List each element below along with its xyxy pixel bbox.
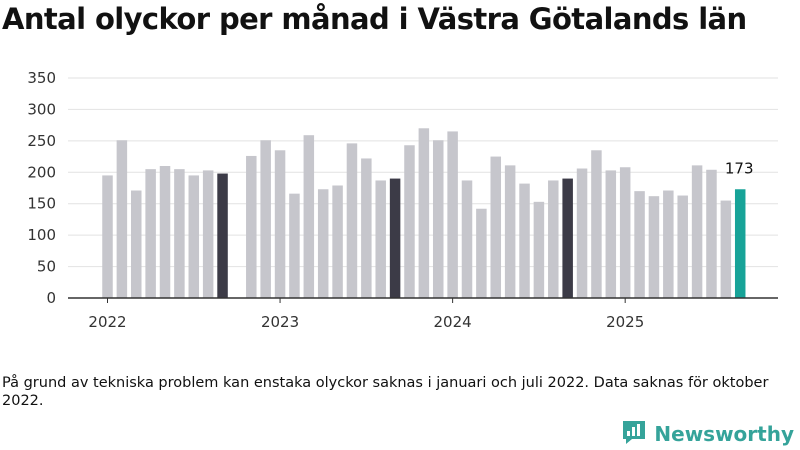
bar-2024-02 <box>461 180 473 298</box>
x-axis-ticks: 2022 2023 2024 2025 <box>88 298 644 331</box>
y-tick-label: 100 <box>27 226 56 244</box>
bar-2023-11 <box>418 128 430 298</box>
y-tick-label: 0 <box>46 289 56 307</box>
bar-2025-04 <box>663 190 674 298</box>
bar-2022-12 <box>260 140 271 298</box>
bar-2025-07 <box>706 169 717 298</box>
bar-2022-11 <box>246 155 257 298</box>
bar-2023-12 <box>432 140 444 298</box>
bar-2023-03 <box>303 135 315 298</box>
y-tick-label: 150 <box>27 195 56 213</box>
newsworthy-logo-icon <box>620 418 648 450</box>
bar-2024-01 <box>447 131 458 298</box>
bar-2024-08 <box>548 180 559 298</box>
bar-2025-09 <box>734 189 746 298</box>
bars <box>102 128 746 298</box>
x-tick-label: 2023 <box>261 313 299 331</box>
y-tick-label: 300 <box>27 100 56 118</box>
bar-2024-09 <box>562 178 573 298</box>
bar-2025-02 <box>634 191 645 298</box>
bar-2023-06 <box>346 143 358 298</box>
chart-title: Antal olyckor per månad i Västra Götalan… <box>2 2 747 36</box>
bar-2025-05 <box>677 195 688 298</box>
bar-2025-03 <box>648 196 660 298</box>
y-tick-label: 250 <box>27 132 56 150</box>
bar-2024-10 <box>576 168 588 298</box>
y-axis-tick-labels: 0 50 100 150 200 250 300 350 <box>27 69 56 307</box>
bar-2023-02 <box>289 193 300 298</box>
bar-2022-02 <box>116 140 128 298</box>
bar-2025-08 <box>720 200 732 298</box>
bar-2022-05 <box>159 166 171 298</box>
bar-2022-06 <box>174 169 185 298</box>
bar-2024-03 <box>476 208 487 298</box>
bar-2023-09 <box>389 178 401 298</box>
bar-2022-03 <box>131 190 142 298</box>
footnote: På grund av tekniska problem kan enstaka… <box>2 375 769 409</box>
x-tick-label: 2025 <box>606 313 644 331</box>
bar-2023-07 <box>361 158 372 298</box>
bar-2023-04 <box>317 189 329 298</box>
x-tick-label: 2024 <box>434 313 472 331</box>
bar-2024-06 <box>519 183 530 298</box>
brand-name: Newsworthy <box>654 422 794 446</box>
bar-2022-08 <box>202 170 214 298</box>
bar-2023-01 <box>274 150 286 298</box>
bar-2022-07 <box>188 175 200 298</box>
bar-2024-11 <box>591 150 602 298</box>
bar-2022-09 <box>217 173 228 298</box>
y-tick-label: 350 <box>27 69 56 87</box>
bar-2025-01 <box>619 167 631 298</box>
bar-2025-06 <box>691 165 703 298</box>
x-tick-label: 2022 <box>88 313 126 331</box>
y-tick-label: 50 <box>37 258 56 276</box>
y-tick-label: 200 <box>27 163 56 181</box>
latest-value-label: 173 <box>725 159 754 177</box>
bar-2022-04 <box>145 169 156 298</box>
brand-logo[interactable]: Newsworthy <box>620 418 794 450</box>
bar-2023-10 <box>404 145 415 298</box>
bar-2024-07 <box>533 201 545 298</box>
bar-2023-05 <box>332 185 343 298</box>
bar-2024-05 <box>504 165 516 298</box>
bar-2022-01 <box>102 175 113 298</box>
bar-2023-08 <box>375 180 386 298</box>
bar-2024-12 <box>605 170 617 298</box>
bar-2024-04 <box>490 156 502 298</box>
